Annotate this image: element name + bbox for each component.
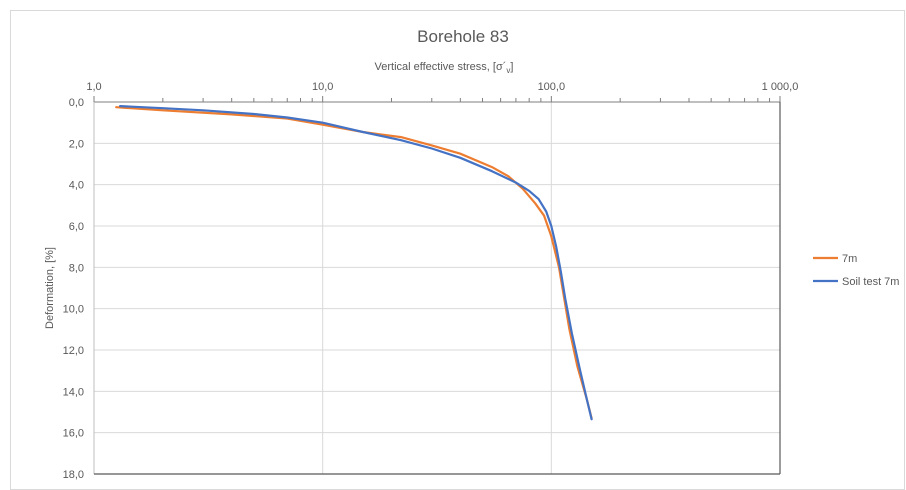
series-line-soil-test-7m — [119, 105, 593, 421]
x-tick-label: 1 000,0 — [762, 81, 799, 93]
axis-layer: 1,0 10,0 100,0 1 000,0 0,0 2,0 4,0 6,0 8,0 10,0 12… — [63, 81, 799, 481]
series-line-7m — [115, 106, 593, 420]
x-tick-label: 1,0 — [86, 81, 101, 93]
y-tick-label: 14,0 — [63, 386, 84, 398]
y-tick-label: 12,0 — [63, 345, 84, 357]
y-tick-label: 18,0 — [63, 469, 84, 481]
x-axis-title: Vertical effective stress, [σ´v] — [375, 61, 514, 75]
legend: 7m Soil test 7m — [813, 253, 899, 288]
legend-label: Soil test 7m — [842, 276, 899, 288]
y-axis-title: Deformation, [%] — [44, 247, 56, 329]
chart-border — [10, 10, 905, 490]
y-tick-label: 16,0 — [63, 428, 84, 440]
series-layer — [115, 105, 593, 421]
x-tick-label: 100,0 — [538, 81, 566, 93]
y-tick-label: 4,0 — [69, 180, 84, 192]
y-tick-label: 6,0 — [69, 221, 84, 233]
x-axis-title-sub: v — [506, 66, 510, 75]
x-axis-title-main: Vertical effective stress, [σ´ — [375, 61, 507, 73]
y-tick-label: 0,0 — [69, 97, 84, 109]
x-axis-title-end: ] — [510, 61, 513, 73]
x-tick-label: 10,0 — [312, 81, 333, 93]
chart-title: Borehole 83 — [417, 27, 509, 46]
y-tick-label: 8,0 — [69, 262, 84, 274]
y-tick-label: 2,0 — [69, 138, 84, 150]
y-tick-label: 10,0 — [63, 304, 84, 316]
legend-label: 7m — [842, 253, 857, 265]
